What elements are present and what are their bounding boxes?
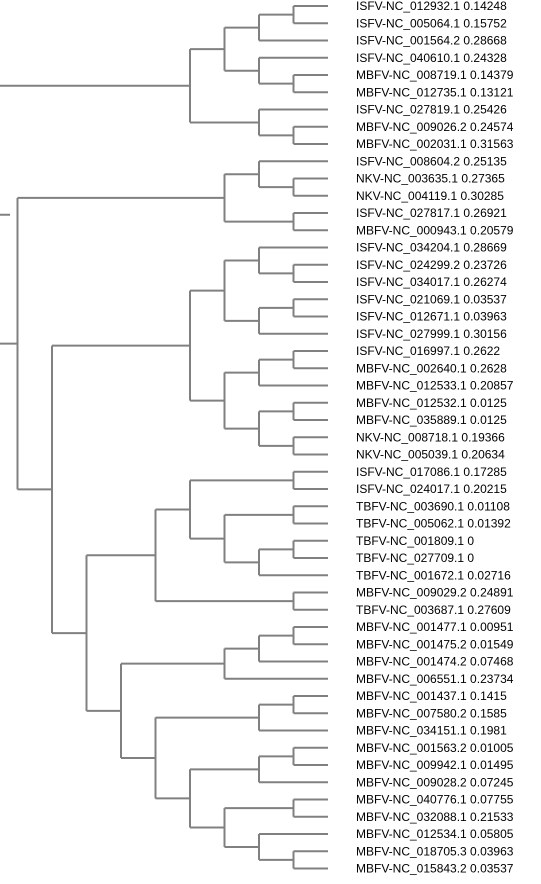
leaf-label: ISFV-NC_008604.2 0.25135 [356, 154, 507, 168]
leaf-label: MBFV-NC_001474.2 0.07468 [356, 655, 514, 669]
tree-branches [0, 5, 328, 870]
leaf-label: ISFV-NC_017086.1 0.17285 [356, 465, 507, 479]
leaf-label: TBFV-NC_003690.1 0.01108 [356, 499, 510, 513]
leaf-label: MBFV-NC_001475.2 0.01549 [356, 637, 514, 651]
leaf-label: MBFV-NC_032088.1 0.21533 [356, 810, 514, 824]
leaf-label: ISFV-NC_027819.1 0.25426 [356, 103, 507, 117]
leaf-label: MBFV-NC_006551.1 0.23734 [356, 672, 514, 686]
leaf-label: ISFV-NC_021069.1 0.03537 [356, 292, 507, 306]
leaf-label: ISFV-NC_034204.1 0.28669 [356, 241, 507, 255]
leaf-label: ISFV-NC_001564.2 0.28668 [356, 34, 507, 48]
leaf-label: NKV-NC_004119.1 0.30285 [356, 189, 504, 203]
leaf-label: MBFV-NC_015843.2 0.03537 [356, 862, 514, 876]
leaf-label: ISFV-NC_016997.1 0.2622 [356, 344, 500, 358]
leaf-label: MBFV-NC_018705.3 0.03963 [356, 844, 514, 858]
leaf-label: MBFV-NC_012534.1 0.05805 [356, 827, 514, 841]
leaf-label: MBFV-NC_040776.1 0.07755 [356, 793, 514, 807]
leaf-label: NKV-NC_003635.1 0.27365 [356, 172, 505, 186]
leaf-label: MBFV-NC_001437.1 0.1415 [356, 689, 507, 703]
leaf-label: TBFV-NC_001672.1 0.02716 [356, 568, 511, 582]
leaf-label: ISFV-NC_012671.1 0.03963 [356, 310, 507, 324]
leaf-label: MBFV-NC_009028.2 0.07245 [356, 775, 514, 789]
leaf-label: MBFV-NC_012532.1 0.0125 [356, 396, 507, 410]
leaf-label: NKV-NC_008718.1 0.19366 [356, 430, 505, 444]
leaf-label: TBFV-NC_005062.1 0.01392 [356, 517, 511, 531]
leaf-label: MBFV-NC_012735.1 0.13121 [356, 85, 514, 99]
leaf-label: ISFV-NC_027817.1 0.26921 [356, 206, 507, 220]
leaf-label: MBFV-NC_009026.2 0.24574 [356, 120, 514, 134]
leaf-label: MBFV-NC_002640.1 0.2628 [356, 361, 507, 375]
leaf-label: MBFV-NC_001563.2 0.01005 [356, 741, 514, 755]
leaf-label: MBFV-NC_007580.2 0.1585 [356, 706, 507, 720]
leaf-label: MBFV-NC_035889.1 0.0125 [356, 413, 507, 427]
leaf-label: MBFV-NC_012533.1 0.20857 [356, 379, 514, 393]
leaf-label: MBFV-NC_009029.2 0.24891 [356, 586, 514, 600]
leaf-label: ISFV-NC_005064.1 0.15752 [356, 16, 507, 30]
leaf-label: ISFV-NC_024017.1 0.20215 [356, 482, 507, 496]
leaf-label: MBFV-NC_000943.1 0.20579 [356, 223, 514, 237]
leaf-label: MBFV-NC_001477.1 0.00951 [356, 620, 514, 634]
leaf-labels: ISFV-NC_012932.1 0.14248 ISFV-NC_005064.1… [356, 0, 514, 876]
leaf-label: MBFV-NC_002031.1 0.31563 [356, 137, 514, 151]
leaf-label: TBFV-NC_003687.1 0.27609 [356, 603, 511, 617]
leaf-label: MBFV-NC_008719.1 0.14379 [356, 68, 514, 82]
leaf-label: ISFV-NC_012932.1 0.14248 [356, 0, 507, 13]
leaf-label: ISFV-NC_024299.2 0.23726 [356, 258, 507, 272]
leaf-label: MBFV-NC_034151.1 0.1981 [356, 724, 507, 738]
leaf-label: TBFV-NC_027709.1 0 [356, 551, 474, 565]
leaf-label: MBFV-NC_009942.1 0.01495 [356, 758, 514, 772]
leaf-label: ISFV-NC_040610.1 0.24328 [356, 51, 507, 65]
leaf-label: NKV-NC_005039.1 0.20634 [356, 448, 505, 462]
leaf-label: ISFV-NC_027999.1 0.30156 [356, 327, 507, 341]
leaf-label: ISFV-NC_034017.1 0.26274 [356, 275, 507, 289]
leaf-label: TBFV-NC_001809.1 0 [356, 534, 474, 548]
